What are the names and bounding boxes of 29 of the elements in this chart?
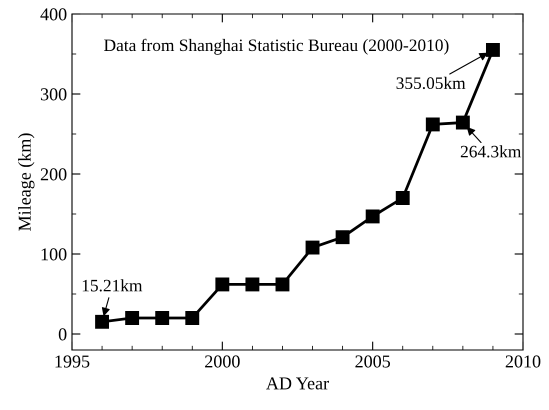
point [366,209,380,224]
y-tick-label: 300 [40,88,66,100]
point [215,277,230,292]
y-tick-label: 200 [40,168,66,180]
point [125,311,140,325]
point [276,277,290,292]
annotation: 355.05km [396,76,466,90]
point [486,43,500,57]
annotation: 264.3km [460,145,522,158]
y-tick-label: 0 [58,328,66,340]
x-tick-label: 1995 [56,355,90,368]
x-tick-label: 2005 [355,355,390,368]
point [336,230,350,244]
annotation: Data from Shanghai Statistic Bureau (2000-2010) [104,38,449,55]
y-axis-title: Mileage (km) [18,133,34,231]
point [155,311,170,325]
y-tick-label: 400 [40,8,66,20]
point [185,311,200,325]
x-tick-label: 2010 [506,355,540,368]
point [306,240,320,255]
point [426,117,440,132]
point [456,116,470,130]
y-tick-label: 100 [42,248,66,260]
annotation: 15.21km [82,279,142,292]
point [396,191,410,205]
x-axis-title: AD Year [266,377,329,390]
x-tick-label: 2000 [205,355,240,368]
point [245,277,260,292]
point [95,314,110,329]
